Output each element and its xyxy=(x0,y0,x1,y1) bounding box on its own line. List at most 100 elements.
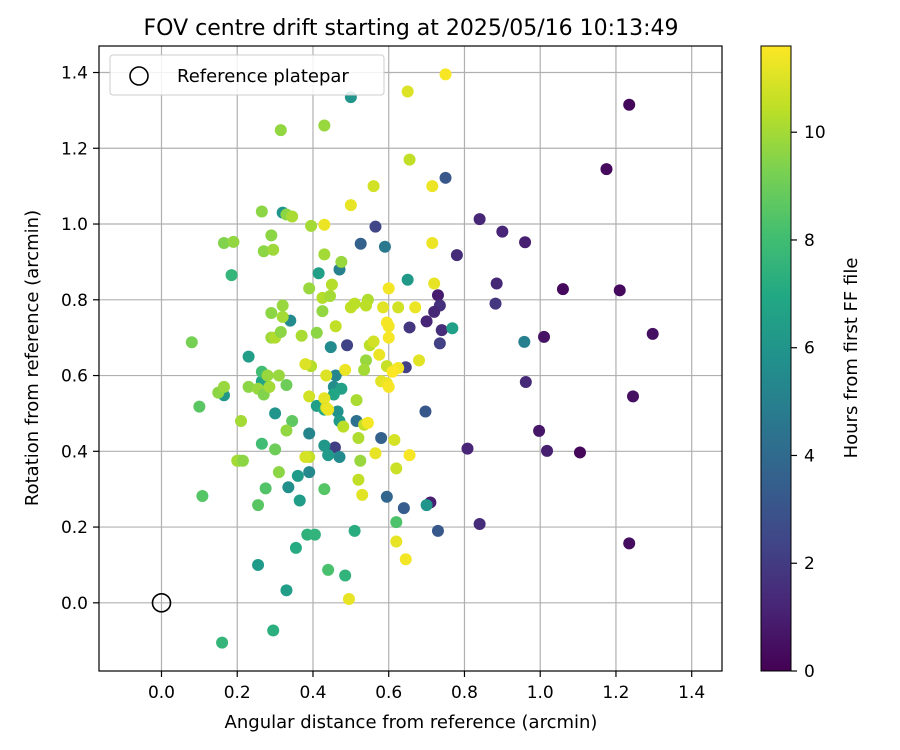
data-point xyxy=(386,365,399,378)
data-point xyxy=(295,329,308,342)
y-tick-label: 0.4 xyxy=(61,442,88,462)
data-point xyxy=(378,240,391,253)
data-point xyxy=(242,350,255,363)
data-point xyxy=(320,369,333,382)
data-point xyxy=(519,375,532,388)
data-point xyxy=(318,439,331,452)
data-point xyxy=(403,449,416,462)
data-point xyxy=(358,363,371,376)
data-point xyxy=(541,444,554,457)
data-point xyxy=(354,237,367,250)
data-point xyxy=(265,229,278,242)
colorbar-tick-label: 8 xyxy=(804,231,815,251)
data-point xyxy=(556,283,569,296)
x-tick-label: 1.0 xyxy=(527,683,554,703)
data-point xyxy=(435,324,448,337)
data-point xyxy=(401,273,414,286)
colorbar-label: Hours from first FF file xyxy=(841,258,862,459)
y-tick-label: 1.0 xyxy=(61,215,88,235)
data-point xyxy=(303,427,316,440)
data-point xyxy=(329,320,342,333)
data-point xyxy=(533,424,546,437)
data-point xyxy=(312,267,325,280)
data-point xyxy=(327,388,340,401)
data-point xyxy=(496,225,509,238)
colorbar-tick-label: 4 xyxy=(804,446,815,466)
data-point xyxy=(413,354,426,367)
chart-title: FOV centre drift starting at 2025/05/16 … xyxy=(144,16,679,41)
data-point xyxy=(272,369,285,382)
plot-frame xyxy=(98,45,723,672)
data-point xyxy=(339,363,352,376)
data-point xyxy=(308,528,321,541)
data-point xyxy=(382,380,395,393)
data-point xyxy=(259,482,272,495)
data-point xyxy=(316,305,329,318)
data-point xyxy=(348,297,361,310)
data-point xyxy=(382,331,395,344)
data-point xyxy=(342,593,355,606)
x-tick-label: 0.0 xyxy=(148,683,175,703)
data-point xyxy=(473,213,486,226)
data-point xyxy=(267,243,280,256)
data-point xyxy=(303,390,316,403)
data-point xyxy=(439,171,452,184)
data-point xyxy=(613,284,626,297)
reference-marker xyxy=(151,593,172,613)
data-point xyxy=(538,330,550,343)
legend-marker-icon xyxy=(129,66,149,86)
data-point xyxy=(360,299,372,312)
data-point xyxy=(489,297,502,310)
data-point xyxy=(291,469,304,482)
data-point xyxy=(399,553,412,566)
data-point xyxy=(225,269,238,282)
data-point xyxy=(276,310,289,323)
data-point xyxy=(303,282,316,295)
data-point xyxy=(382,320,395,333)
data-point xyxy=(318,218,331,231)
data-point xyxy=(420,499,433,512)
data-point xyxy=(382,282,395,295)
legend-box xyxy=(109,54,385,96)
data-point xyxy=(623,537,636,550)
data-point xyxy=(600,163,613,176)
data-point xyxy=(369,447,382,460)
data-point xyxy=(217,380,230,393)
data-point xyxy=(286,415,299,427)
y-tick-label: 0.6 xyxy=(61,367,88,387)
x-tick-label: 0.2 xyxy=(224,683,251,703)
data-point xyxy=(282,481,295,494)
data-point xyxy=(439,68,452,81)
y-axis-label: Rotation from reference (arcmin) xyxy=(22,210,43,506)
data-point xyxy=(646,327,659,340)
data-point xyxy=(518,335,531,348)
data-point xyxy=(337,420,350,433)
data-point xyxy=(269,407,282,420)
data-point xyxy=(419,405,432,418)
data-points xyxy=(185,68,659,649)
data-point xyxy=(267,624,280,637)
x-axis-label: Angular distance from reference (arcmin) xyxy=(225,712,598,733)
data-point xyxy=(193,400,206,413)
data-point xyxy=(373,348,386,361)
x-tick-label: 0.6 xyxy=(375,683,402,703)
data-point xyxy=(217,236,230,249)
data-point xyxy=(329,369,342,382)
data-point xyxy=(252,499,265,512)
data-point xyxy=(280,584,293,597)
data-point xyxy=(236,454,249,467)
data-point xyxy=(573,446,586,459)
data-point xyxy=(263,380,276,393)
data-point xyxy=(293,494,306,507)
x-tick-label: 0.8 xyxy=(451,683,478,703)
data-point xyxy=(428,305,441,318)
data-point xyxy=(420,315,433,328)
data-point xyxy=(269,443,282,456)
data-point xyxy=(431,289,444,302)
data-point xyxy=(324,341,337,354)
y-tick-label: 0.8 xyxy=(61,291,88,311)
y-tick-label: 0.2 xyxy=(61,518,88,538)
data-point xyxy=(265,307,278,320)
data-point xyxy=(367,335,380,348)
